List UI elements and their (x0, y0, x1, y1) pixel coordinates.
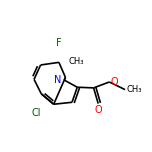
Text: O: O (110, 77, 118, 87)
Text: F: F (56, 38, 62, 48)
Text: CH₃: CH₃ (126, 85, 142, 94)
Text: CH₃: CH₃ (69, 57, 84, 66)
Text: O: O (95, 105, 102, 114)
Text: N: N (54, 75, 61, 85)
Text: Cl: Cl (31, 107, 40, 117)
